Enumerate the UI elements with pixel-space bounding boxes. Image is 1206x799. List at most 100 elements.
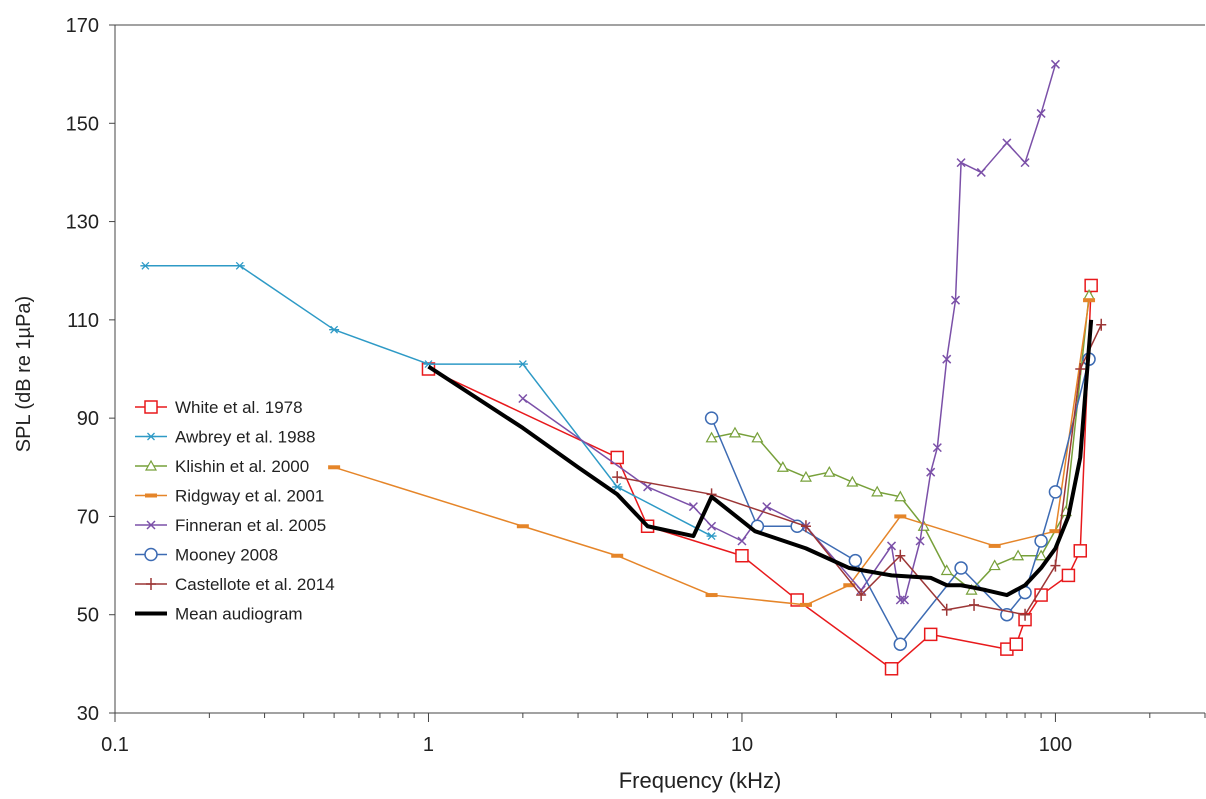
- x-tick-label: 10: [731, 734, 753, 756]
- data-point: [1075, 363, 1086, 375]
- data-point: [706, 532, 717, 541]
- data-point: [234, 261, 245, 270]
- series-4: [518, 59, 1060, 605]
- series-layer: [140, 59, 1107, 676]
- legend-label: Mooney 2008: [175, 546, 278, 565]
- data-point: [893, 637, 908, 651]
- data-point: [923, 627, 938, 642]
- data-point: [1020, 608, 1031, 621]
- data-point: [941, 603, 952, 616]
- series-3: [328, 298, 1096, 607]
- data-point: [954, 561, 968, 575]
- series-6: [612, 318, 1107, 621]
- data-point: [329, 325, 340, 334]
- data-point: [611, 553, 624, 558]
- series-line: [333, 300, 1090, 606]
- data-point: [976, 167, 986, 177]
- data-point: [516, 524, 529, 529]
- legend-item-3: Ridgway et al. 2001: [135, 487, 324, 506]
- data-point: [800, 520, 811, 533]
- data-point: [707, 521, 717, 531]
- data-point: [856, 589, 867, 602]
- y-tick-label: 170: [66, 15, 99, 37]
- data-point: [1083, 298, 1096, 303]
- legend-marker: [144, 459, 158, 471]
- data-point: [846, 475, 859, 487]
- data-point: [735, 548, 749, 563]
- data-point: [728, 426, 741, 438]
- data-point: [762, 502, 772, 512]
- x-tick-label: 0.1: [101, 734, 129, 756]
- data-point: [1050, 559, 1061, 572]
- y-tick-label: 30: [77, 703, 99, 725]
- data-point: [328, 465, 341, 470]
- legend-item-1: Awbrey et al. 1988: [135, 428, 316, 447]
- data-point: [737, 536, 747, 546]
- x-axis-title: Frequency (kHz): [619, 768, 782, 793]
- legend-item-5: Mooney 2008: [135, 546, 278, 565]
- x-tick-label: 1: [423, 734, 434, 756]
- legend-marker: [146, 520, 156, 530]
- data-point: [843, 583, 856, 588]
- data-point: [518, 393, 528, 404]
- data-point: [1048, 485, 1063, 499]
- data-point: [688, 502, 698, 512]
- data-point: [886, 541, 897, 551]
- y-tick-label: 130: [66, 212, 99, 234]
- legend-item-7: Mean audiogram: [135, 605, 303, 624]
- series-1: [140, 261, 717, 541]
- data-point: [988, 559, 1001, 571]
- legend-marker: [144, 547, 158, 562]
- data-point: [895, 549, 906, 562]
- series-5: [704, 352, 1096, 651]
- data-point: [950, 295, 961, 305]
- data-point: [517, 360, 528, 369]
- data-point: [932, 443, 942, 453]
- legend: White et al. 1978 Awbrey et al. 1988 Klish…: [135, 398, 335, 624]
- data-point: [799, 470, 812, 482]
- series-line: [428, 285, 1092, 670]
- series-line: [427, 319, 1094, 598]
- legend-label: Mean audiogram: [175, 605, 303, 624]
- data-point: [940, 564, 953, 576]
- data-point: [871, 485, 884, 497]
- y-axis-title: SPL (dB re 1µPa): [13, 296, 35, 452]
- x-tick-label: 100: [1039, 734, 1072, 756]
- data-point: [1020, 158, 1030, 168]
- legend-label: Castellote et al. 2014: [175, 575, 335, 594]
- legend-label: Finneran et al. 2005: [175, 516, 326, 535]
- data-point: [1002, 138, 1012, 148]
- data-point: [643, 482, 653, 492]
- data-point: [705, 431, 718, 443]
- series-0: [421, 278, 1098, 676]
- data-point: [1073, 544, 1088, 558]
- y-tick-label: 110: [67, 310, 99, 332]
- legend-label: Ridgway et al. 2001: [175, 487, 324, 506]
- data-point: [894, 514, 907, 519]
- data-point: [776, 461, 789, 472]
- data-point: [895, 595, 905, 605]
- legend-marker: [145, 493, 157, 498]
- series-7: [427, 319, 1094, 598]
- data-point: [917, 520, 930, 531]
- data-point: [848, 553, 863, 568]
- data-point: [140, 261, 151, 270]
- legend-item-2: Klishin et al. 2000: [135, 457, 309, 476]
- legend-item-0: White et al. 1978: [135, 398, 303, 417]
- data-point: [704, 411, 719, 425]
- data-point: [1034, 534, 1048, 548]
- data-point: [915, 536, 925, 546]
- series-line: [522, 64, 1057, 601]
- y-tick-label: 90: [77, 408, 99, 430]
- y-tick-label: 150: [66, 113, 99, 135]
- data-point: [1096, 318, 1107, 331]
- data-point: [610, 450, 624, 465]
- data-point: [969, 598, 980, 611]
- data-point: [1009, 637, 1024, 651]
- data-point: [884, 662, 899, 676]
- data-point: [612, 482, 623, 491]
- legend-item-6: Castellote et al. 2014: [135, 575, 335, 594]
- series-2: [705, 289, 1096, 595]
